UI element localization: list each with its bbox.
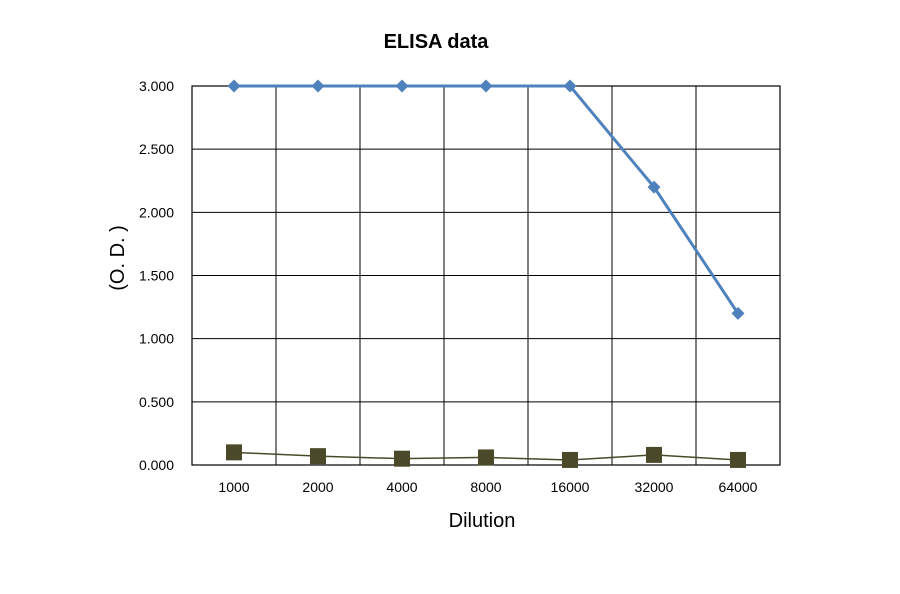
x-tick-label: 16000 [551, 479, 590, 495]
data-point [646, 446, 662, 463]
data-point [310, 448, 326, 465]
y-tick-label: 0.000 [139, 457, 174, 473]
y-tick-label: 3.000 [139, 78, 174, 94]
y-tick-labels: 0.000 0.500 1.000 1.500 2.000 2.500 3.000 [139, 78, 174, 473]
x-tick-label: 8000 [470, 479, 501, 495]
data-point [562, 451, 578, 468]
x-tick-label: 1000 [218, 479, 249, 495]
x-tick-label: 2000 [302, 479, 333, 495]
data-point [647, 180, 661, 194]
series-2 [226, 444, 746, 468]
y-axis-label: (O. D. ) [107, 225, 129, 291]
series-line [234, 84, 740, 315]
data-point [730, 451, 746, 468]
data-point [226, 444, 242, 461]
data-point [395, 79, 409, 93]
data-point [394, 450, 410, 467]
y-tick-label: 2.500 [139, 141, 174, 157]
x-tick-labels: 1000 2000 4000 8000 16000 32000 64000 [218, 479, 757, 495]
series-1 [227, 79, 745, 320]
data-point [731, 306, 745, 320]
x-axis-label: Dilution [449, 510, 516, 532]
series-layer [226, 79, 746, 468]
data-point [479, 79, 493, 93]
data-point [227, 79, 241, 93]
data-point [311, 79, 325, 93]
x-tick-label: 32000 [635, 479, 674, 495]
y-tick-label: 1.000 [139, 331, 174, 347]
chart-title: ELISA data [384, 31, 490, 53]
data-point [478, 449, 494, 466]
y-tick-label: 0.500 [139, 394, 174, 410]
y-tick-label: 1.500 [139, 268, 174, 284]
data-point [563, 79, 577, 93]
y-tick-label: 2.000 [139, 204, 174, 220]
x-tick-label: 64000 [719, 479, 758, 495]
x-tick-label: 4000 [386, 479, 417, 495]
grid [191, 85, 781, 466]
